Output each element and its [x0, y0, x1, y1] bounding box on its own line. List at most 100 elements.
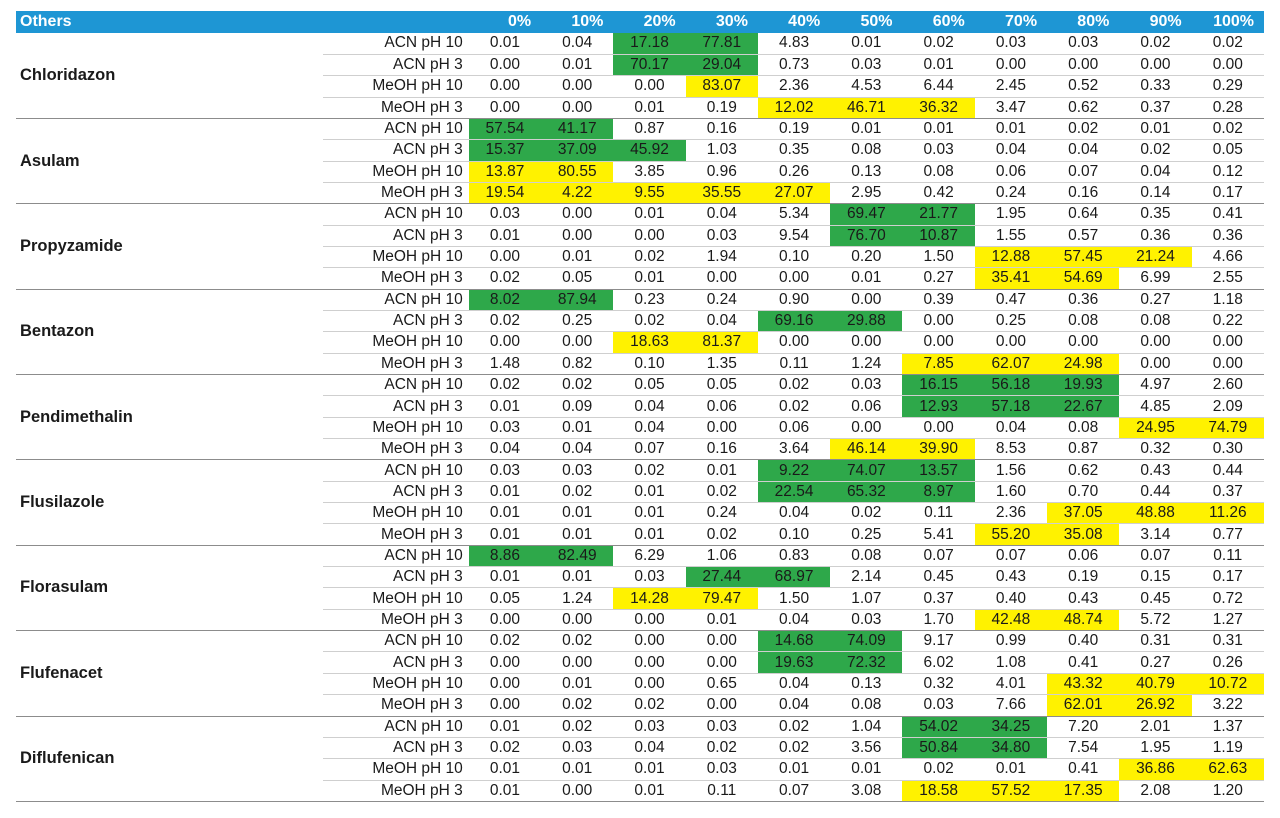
value-cell: 0.01 — [541, 673, 614, 696]
value-cell: 19.63 — [757, 651, 831, 674]
value-cell: 0.02 — [1191, 118, 1264, 141]
value-cell: 0.41 — [1047, 651, 1120, 674]
value-cell: 13.87 — [468, 161, 542, 183]
value-cell: 0.01 — [541, 246, 614, 269]
value-cell: 0.30 — [1191, 438, 1264, 461]
value-cell: 0.01 — [613, 502, 686, 525]
value-cell: 4.83 — [757, 33, 831, 55]
condition-label: ACN pH 3 — [323, 566, 469, 589]
value-cell: 2.14 — [830, 566, 903, 589]
value-cell: 79.47 — [685, 587, 758, 610]
value-cell: 87.94 — [541, 289, 614, 311]
value-cell: 1.03 — [685, 139, 758, 162]
header-condition-blank — [323, 11, 469, 33]
value-cell: 0.03 — [830, 609, 903, 632]
header-row: Others 0% 10% 20% 30% 40% 50% 60% 70% 80% 90% 100% — [16, 11, 1264, 33]
value-cell: 0.03 — [541, 737, 614, 760]
value-cell: 17.35 — [1047, 780, 1120, 802]
value-cell: 14.28 — [613, 587, 686, 610]
value-cell: 0.05 — [541, 267, 614, 290]
value-cell: 0.02 — [685, 523, 758, 546]
value-cell: 0.01 — [468, 758, 542, 781]
value-cell: 0.01 — [974, 118, 1048, 141]
value-cell: 0.13 — [830, 161, 903, 183]
value-cell: 0.01 — [902, 54, 975, 77]
value-cell: 0.02 — [1119, 139, 1192, 162]
value-cell: 0.08 — [1047, 417, 1120, 440]
value-cell: 1.37 — [1191, 716, 1264, 738]
value-cell: 0.01 — [830, 758, 903, 781]
value-cell: 24.95 — [1119, 417, 1192, 440]
table-row: Propyzamide ACN pH 10 0.03 0.00 0.01 0.04 5.34… — [16, 203, 1264, 290]
value-cell: 2.60 — [1191, 374, 1264, 397]
condition-label: ACN pH 10 — [323, 289, 469, 311]
value-cell: 0.52 — [1047, 75, 1120, 98]
value-cell: 0.06 — [974, 161, 1048, 183]
value-cell: 72.32 — [830, 651, 903, 674]
compound-name: Diflufenican — [16, 716, 324, 802]
value-cell: 0.03 — [974, 33, 1048, 55]
value-cell: 0.43 — [1047, 587, 1120, 610]
value-cell: 15.37 — [468, 139, 542, 162]
value-cell: 3.22 — [1191, 694, 1264, 717]
compound-name: Flusilazole — [16, 459, 324, 546]
value-cell: 2.08 — [1119, 780, 1192, 802]
value-cell: 6.99 — [1119, 267, 1192, 290]
header-col: 70% — [974, 11, 1048, 33]
value-cell: 0.06 — [830, 395, 903, 418]
compound-name: Florasulam — [16, 545, 324, 632]
value-cell: 0.02 — [902, 758, 975, 781]
value-cell: 0.00 — [1191, 331, 1264, 354]
value-cell: 0.07 — [974, 545, 1048, 568]
condition-label: MeOH pH 10 — [323, 758, 469, 781]
table-row: MeOH pH 10 0.05 1.24 14.28 79.47 1.50 1.07 0.37… — [16, 587, 1264, 610]
table-row: ACN pH 3 0.01 0.09 0.04 0.06 0.02 0.06 12.93 57.… — [16, 395, 1264, 418]
value-cell: 0.00 — [468, 75, 542, 98]
value-cell: 1.48 — [468, 353, 542, 376]
compound-name: Pendimethalin — [16, 374, 324, 461]
value-cell: 0.47 — [974, 289, 1048, 311]
value-cell: 0.32 — [902, 673, 975, 696]
value-cell: 0.01 — [468, 566, 542, 589]
value-cell: 3.14 — [1119, 523, 1192, 546]
value-cell: 81.37 — [685, 331, 758, 354]
value-cell: 0.99 — [974, 630, 1048, 653]
value-cell: 22.54 — [757, 481, 831, 504]
value-cell: 13.57 — [902, 459, 975, 482]
value-cell: 0.01 — [468, 481, 542, 504]
value-cell: 0.11 — [1191, 545, 1264, 568]
value-cell: 16.15 — [902, 374, 975, 397]
value-cell: 0.00 — [541, 225, 614, 247]
value-cell: 0.00 — [685, 267, 758, 290]
value-cell: 0.02 — [613, 459, 686, 482]
value-cell: 0.15 — [1119, 566, 1192, 589]
condition-label: ACN pH 10 — [323, 716, 469, 738]
value-cell: 0.01 — [685, 459, 758, 482]
value-cell: 4.66 — [1191, 246, 1264, 269]
value-cell: 0.01 — [1119, 118, 1192, 141]
value-cell: 14.68 — [757, 630, 831, 653]
value-cell: 2.45 — [974, 75, 1048, 98]
table-row: MeOH pH 10 0.03 0.01 0.04 0.00 0.06 0.00 0.00 0.… — [16, 417, 1264, 440]
value-cell: 0.00 — [685, 630, 758, 653]
condition-label: MeOH pH 10 — [323, 673, 469, 696]
compound-name: Bentazon — [16, 289, 324, 376]
value-cell: 0.43 — [974, 566, 1048, 589]
value-cell: 0.00 — [468, 651, 542, 674]
value-cell: 54.69 — [1047, 267, 1120, 290]
header-col: 50% — [830, 11, 903, 33]
table-row: MeOH pH 3 1.48 0.82 0.10 1.35 0.11 1.24 7.85 62.… — [16, 353, 1264, 376]
value-cell: 0.23 — [613, 289, 686, 311]
value-cell: 0.00 — [1119, 331, 1192, 354]
value-cell: 0.01 — [541, 523, 614, 546]
value-cell: 0.01 — [468, 225, 542, 247]
value-cell: 0.02 — [757, 395, 831, 418]
table-row: Bentazon ACN pH 10 8.02 87.94 0.23 0.24 0.90 0.… — [16, 289, 1264, 376]
value-cell: 0.05 — [613, 374, 686, 397]
value-cell: 62.01 — [1047, 694, 1120, 717]
value-cell: 55.20 — [974, 523, 1048, 546]
table-row: Chloridazon ACN pH 10 0.01 0.04 17.18 77.81 4.… — [16, 33, 1264, 119]
value-cell: 0.02 — [468, 630, 542, 653]
value-cell: 0.16 — [685, 118, 758, 141]
value-cell: 0.02 — [468, 374, 542, 397]
